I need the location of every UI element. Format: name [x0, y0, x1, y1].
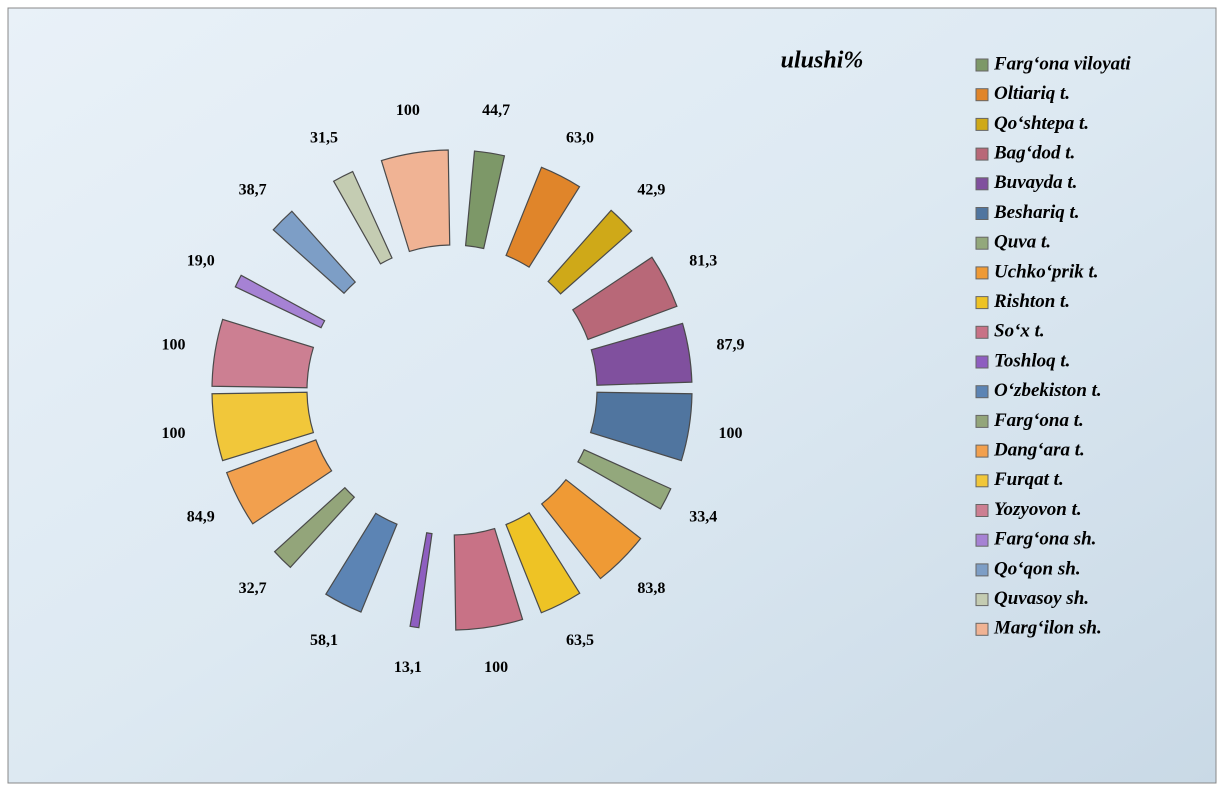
legend-swatch [976, 534, 988, 546]
value-label: 83,8 [637, 580, 665, 597]
legend-swatch [976, 237, 988, 249]
legend-label: Farg‘ona viloyati [993, 53, 1131, 74]
legend-swatch [976, 564, 988, 576]
value-label: 33,4 [689, 509, 717, 526]
legend-swatch [976, 415, 988, 427]
legend-swatch [976, 148, 988, 160]
legend-swatch [976, 445, 988, 457]
value-label: 87,9 [717, 337, 745, 354]
legend-swatch [976, 89, 988, 101]
legend-label: Dang‘ara t. [993, 439, 1085, 460]
legend-swatch [976, 623, 988, 635]
value-label: 19,0 [187, 253, 215, 270]
legend-swatch [976, 297, 988, 309]
legend-swatch [976, 326, 988, 338]
legend-swatch [976, 356, 988, 368]
legend-label: Uchko‘prik t. [994, 261, 1099, 282]
legend-swatch [976, 267, 988, 279]
legend-swatch [976, 59, 988, 71]
legend-label: O‘zbekiston t. [994, 380, 1102, 401]
legend-label: Oltiariq t. [994, 83, 1070, 104]
value-label: 32,7 [239, 580, 267, 597]
legend-label: So‘x t. [994, 321, 1045, 342]
value-label: 100 [396, 102, 420, 119]
legend-label: Yozyovon t. [994, 499, 1082, 520]
value-label: 31,5 [310, 129, 338, 146]
value-label: 81,3 [689, 253, 717, 270]
legend-label: Bag‘dod t. [993, 142, 1075, 163]
chart: ulushi% 44,7 63,0 42,9 81,3 87,9 100 33,4 83,8 6… [0, 0, 1224, 791]
legend-label: Quvasoy sh. [994, 588, 1089, 609]
value-label: 84,9 [187, 509, 215, 526]
legend-swatch [976, 505, 988, 517]
value-label: 58,1 [310, 632, 338, 649]
value-label: 100 [719, 425, 743, 442]
legend-label: Beshariq t. [993, 202, 1080, 223]
legend-label: Farg‘ona sh. [993, 529, 1096, 550]
legend-label: Toshloq t. [994, 350, 1070, 371]
legend-label: Buvayda t. [993, 172, 1077, 193]
legend-swatch [976, 178, 988, 190]
value-label: 44,7 [482, 102, 510, 119]
value-label: 100 [161, 337, 185, 354]
chart-title: ulushi% [781, 48, 864, 74]
value-label: 63,5 [566, 632, 594, 649]
value-label: 38,7 [239, 181, 267, 198]
value-label: 100 [484, 659, 508, 676]
legend-label: Quva t. [994, 232, 1051, 253]
legend-label: Furqat t. [993, 469, 1064, 490]
legend-label: Qo‘shtepa t. [994, 113, 1089, 134]
value-label: 100 [161, 425, 185, 442]
legend-swatch [976, 475, 988, 487]
legend-label: Qo‘qon sh. [994, 558, 1081, 579]
legend-label: Rishton t. [993, 291, 1070, 312]
legend-label: Farg‘ona t. [993, 410, 1084, 431]
value-label: 63,0 [566, 129, 594, 146]
legend-label: Marg‘ilon sh. [993, 618, 1102, 639]
legend-swatch [976, 386, 988, 398]
legend-swatch [976, 118, 988, 130]
value-label: 42,9 [637, 181, 665, 198]
value-label: 13,1 [394, 659, 422, 676]
legend-swatch [976, 594, 988, 606]
legend-swatch [976, 208, 988, 220]
